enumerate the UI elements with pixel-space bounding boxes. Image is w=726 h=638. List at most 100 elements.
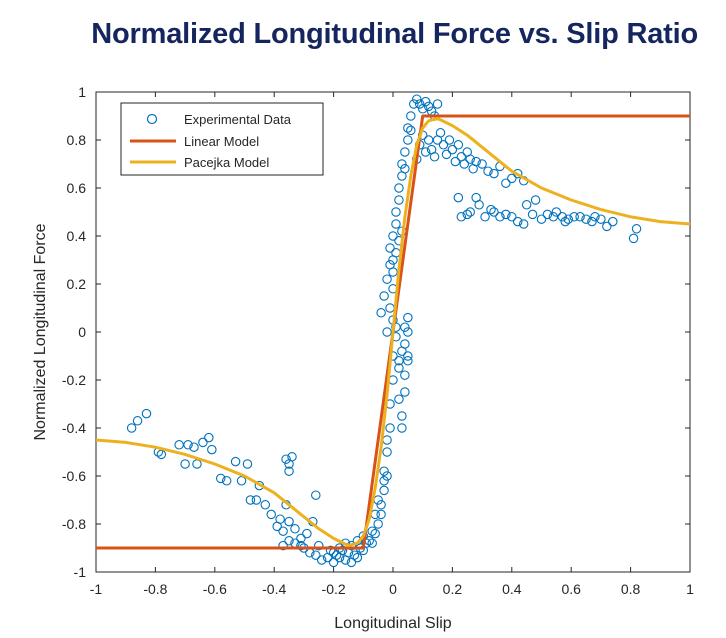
- data-point: [382, 327, 392, 337]
- data-point: [414, 99, 425, 109]
- data-point: [447, 144, 458, 155]
- data-point: [189, 442, 199, 452]
- data-point: [432, 99, 443, 109]
- data-point: [459, 159, 470, 169]
- data-point: [242, 459, 253, 469]
- data-point: [530, 195, 541, 205]
- data-point: [602, 221, 612, 232]
- data-point: [403, 327, 413, 337]
- data-point: [382, 447, 392, 457]
- data-point: [563, 214, 573, 224]
- data-point: [397, 159, 407, 169]
- data-point: [400, 387, 410, 397]
- data-point: [367, 538, 377, 548]
- data-point: [204, 432, 214, 443]
- data-point: [403, 356, 413, 366]
- data-point: [465, 207, 475, 217]
- x-tick-label: 0.8: [621, 581, 641, 597]
- data-point: [397, 423, 407, 433]
- data-point: [471, 156, 481, 167]
- y-tick-label: -1: [74, 564, 87, 580]
- data-point: [376, 509, 386, 520]
- y-tick-label: -0.8: [62, 516, 86, 532]
- data-point: [400, 322, 410, 332]
- data-point: [251, 495, 262, 505]
- data-point: [397, 346, 407, 356]
- y-tick-label: 1: [78, 84, 86, 100]
- data-point: [284, 466, 294, 476]
- series-experimental-data: [126, 94, 642, 568]
- y-tick-label: -0.2: [62, 372, 86, 388]
- data-point: [521, 200, 532, 210]
- data-point: [382, 471, 392, 481]
- data-point: [370, 528, 380, 539]
- data-point: [278, 526, 288, 536]
- data-point: [590, 212, 600, 222]
- x-tick-label: 0: [389, 581, 397, 597]
- y-tick-label: 0.6: [67, 180, 87, 196]
- data-point: [486, 204, 496, 215]
- data-point: [536, 214, 547, 224]
- x-tick-label: 0.6: [561, 581, 581, 597]
- data-point: [394, 363, 404, 373]
- data-point: [156, 449, 167, 460]
- legend-label: Linear Model: [184, 134, 259, 149]
- data-point: [453, 140, 464, 150]
- data-point: [512, 216, 523, 227]
- y-axis: -1 -0.8 -0.6 -0.4 -0.2 0 0.2 0.4 0.6 0.8 1: [62, 84, 690, 580]
- data-point: [388, 231, 398, 241]
- data-point: [221, 476, 232, 486]
- data-point: [260, 500, 271, 510]
- data-point: [518, 219, 529, 229]
- data-point: [284, 516, 294, 527]
- y-tick-label: -0.4: [62, 420, 86, 436]
- y-axis-label: Normalized Longitudinal Force: [32, 223, 49, 440]
- data-point: [444, 135, 455, 145]
- data-point: [311, 550, 321, 560]
- x-tick-label: -1: [90, 581, 103, 597]
- data-point: [406, 125, 416, 136]
- data-point: [435, 128, 446, 138]
- data-point: [367, 526, 377, 536]
- data-point: [429, 152, 440, 162]
- data-point: [266, 509, 276, 520]
- data-point: [198, 437, 208, 448]
- data-point: [391, 219, 401, 229]
- data-point: [403, 135, 413, 145]
- x-tick-label: -0.2: [322, 581, 346, 597]
- data-point: [278, 540, 288, 551]
- data-point: [296, 533, 306, 544]
- data-point: [441, 149, 452, 160]
- data-point: [456, 212, 467, 222]
- data-point: [450, 156, 461, 167]
- data-point: [379, 466, 389, 476]
- data-point: [385, 423, 395, 433]
- data-point: [275, 514, 285, 524]
- data-point: [596, 214, 606, 224]
- x-tick-label: -0.4: [262, 581, 286, 597]
- x-axis: -1 -0.8 -0.6 -0.4 -0.2 0 0.2 0.4 0.6 0.8 1: [90, 92, 694, 597]
- data-point: [527, 209, 538, 220]
- data-point: [394, 394, 404, 404]
- data-point: [379, 485, 389, 496]
- data-point: [376, 500, 386, 510]
- series-layer: [95, 94, 691, 568]
- data-point: [349, 550, 360, 560]
- data-point: [302, 528, 312, 539]
- data-point: [551, 207, 562, 217]
- data-point: [557, 212, 568, 222]
- legend-marker: [146, 113, 158, 125]
- legend: Experimental Data Linear Model Pacejka Mod…: [120, 102, 324, 176]
- series-line-pacejka-model: [95, 116, 691, 548]
- data-point: [400, 147, 410, 157]
- data-point: [376, 308, 386, 318]
- data-point: [400, 370, 410, 380]
- data-point: [542, 209, 553, 220]
- data-point: [501, 178, 511, 188]
- data-point: [608, 216, 618, 227]
- data-point: [316, 555, 327, 565]
- data-point: [215, 473, 226, 484]
- legend-label: Pacejka Model: [184, 155, 269, 170]
- x-tick-label: -0.6: [203, 581, 227, 597]
- x-tick-label: 0.2: [443, 581, 463, 597]
